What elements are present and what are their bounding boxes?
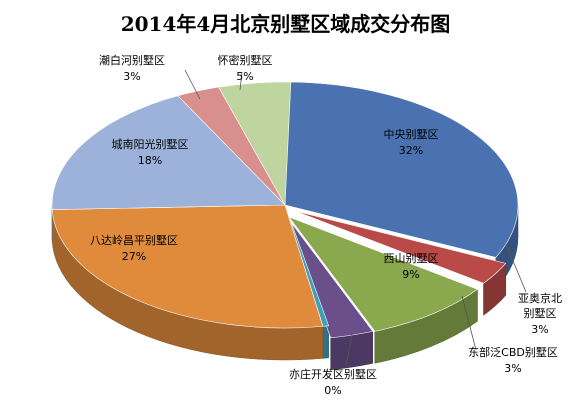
slice-name-label: 亚奥京北 <box>518 291 562 305</box>
slice-name-label: 怀密别墅区 <box>218 53 273 67</box>
slice-name-label: 城南阳光别墅区 <box>112 137 189 151</box>
slice-value-label: 3% <box>504 362 521 375</box>
slice-name-label: 中央别墅区 <box>384 128 439 141</box>
leader-line <box>505 243 527 293</box>
pie-slice <box>51 204 324 329</box>
leader-line <box>184 69 201 100</box>
slice-name-label: 别墅区 <box>524 307 557 320</box>
slice-value-label: 32% <box>399 144 423 157</box>
slice-name-label: 西山别墅区 <box>384 252 439 265</box>
slice-name-label: 潮白河别墅区 <box>99 53 165 67</box>
pie-slice <box>288 216 479 332</box>
slice-value-label: 3% <box>123 70 140 83</box>
slice-name-label: 八达岭昌平别墅区 <box>90 233 178 247</box>
leader-line <box>461 295 477 351</box>
slice-name-label: 东部泛CBD别墅区 <box>468 345 558 359</box>
slice-value-label: 27% <box>122 250 146 263</box>
pie-slice <box>51 95 286 210</box>
slice-value-label: 3% <box>531 323 548 336</box>
leader-line <box>239 71 243 91</box>
leader-line <box>345 333 353 367</box>
chart-title: 2014年4月北京别墅区域成交分布图 <box>120 12 451 36</box>
slice-value-label: 18% <box>138 154 162 167</box>
pie-slice <box>218 81 292 207</box>
slice-value-label: 9% <box>402 268 419 281</box>
slice-value-label: 0% <box>324 384 341 397</box>
pie-slice <box>294 210 507 284</box>
pie-slice <box>284 81 519 258</box>
slice-name-label: 亦庄开发区别墅区 <box>289 367 377 381</box>
slice-value-label: 5% <box>236 70 253 83</box>
